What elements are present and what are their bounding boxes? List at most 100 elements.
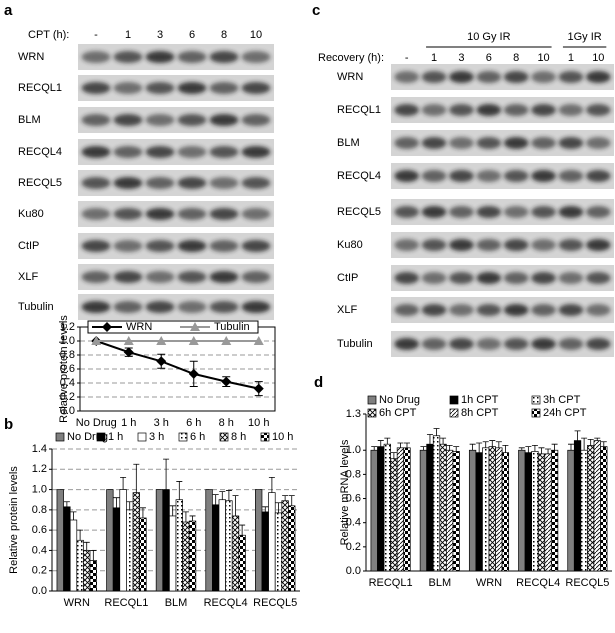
- error-bar: [469, 443, 476, 451]
- blot-band: [209, 114, 239, 126]
- lane-label: 1: [568, 52, 574, 64]
- blot-band: [531, 71, 556, 83]
- bar: [106, 489, 114, 592]
- legend-swatch: [137, 432, 147, 442]
- error-bar: [77, 529, 84, 541]
- bar: [212, 504, 220, 592]
- blot-band: [209, 146, 239, 158]
- blot-band: [177, 82, 207, 94]
- bar: [524, 452, 532, 572]
- lane-label: -: [94, 29, 98, 41]
- error-bar: [551, 443, 558, 451]
- blot-band: [558, 137, 584, 149]
- blot-band: [558, 71, 584, 83]
- blot-band: [394, 272, 420, 284]
- lane-label: 1: [431, 52, 437, 64]
- blot-band: [558, 170, 584, 182]
- x-tick-label: 10 h: [248, 417, 269, 429]
- x-tick-label: RECQL1: [104, 597, 148, 609]
- blot-band: [531, 338, 556, 350]
- blot-band: [145, 82, 175, 94]
- point: [156, 336, 167, 345]
- legend-swatch: [449, 395, 459, 405]
- y-tick-label: 0.4: [60, 377, 75, 389]
- blot-band: [81, 177, 111, 189]
- bar: [169, 515, 177, 592]
- blot-band: [113, 82, 143, 94]
- blot-band: [449, 71, 474, 83]
- legend-swatch: [260, 432, 270, 442]
- bar: [377, 446, 385, 572]
- bar: [238, 534, 246, 592]
- blot-band: [585, 206, 611, 218]
- blot-band: [558, 239, 584, 251]
- error-bar: [594, 437, 601, 441]
- blot-band: [503, 338, 529, 350]
- blot-band: [449, 272, 474, 284]
- blot-band: [209, 271, 239, 283]
- x-tick-label: RECQL5: [253, 597, 297, 609]
- point: [156, 356, 167, 367]
- error-bar: [232, 495, 239, 516]
- bar: [501, 452, 510, 572]
- legend-label: Tubulin: [214, 321, 250, 333]
- x-tick-label: BLM: [428, 577, 451, 589]
- legend-label: 10 h: [272, 431, 293, 443]
- blot-band: [449, 239, 474, 251]
- bar: [488, 446, 496, 572]
- blot-band: [394, 206, 420, 218]
- blot-band: [177, 51, 207, 63]
- x-tick-label: RECQL4: [204, 597, 248, 609]
- blot-band: [177, 240, 207, 252]
- row-label: RECQL1: [18, 82, 62, 94]
- bar: [231, 515, 240, 592]
- bar: [288, 505, 296, 592]
- y-tick-label: 1.0: [32, 483, 47, 495]
- blot-band: [394, 71, 420, 83]
- legend-label: No Drug: [379, 394, 420, 406]
- x-tick-label: RECQL4: [516, 577, 560, 589]
- blot-strip: [78, 139, 274, 165]
- blot-band: [241, 208, 271, 220]
- blot-band: [585, 304, 611, 316]
- bar: [139, 517, 147, 592]
- blot-band: [503, 272, 529, 284]
- error-bar: [568, 443, 574, 451]
- point: [123, 336, 134, 345]
- bar: [544, 453, 552, 572]
- blot-band: [421, 170, 447, 182]
- error-bar: [163, 458, 170, 490]
- blot-band: [145, 177, 175, 189]
- legend-label: 6 h: [190, 431, 205, 443]
- blot-band: [145, 146, 175, 158]
- bar: [390, 458, 398, 572]
- blot-band: [241, 146, 271, 158]
- bar: [537, 453, 546, 572]
- blot-band: [113, 114, 143, 126]
- blot-band: [421, 206, 447, 218]
- point: [91, 336, 102, 345]
- blot-band: [531, 104, 556, 116]
- blot-band: [421, 239, 447, 251]
- error-bar: [275, 502, 282, 513]
- legend-label: WRN: [126, 321, 152, 333]
- bar: [119, 489, 127, 592]
- blot-band: [421, 137, 447, 149]
- error-bar: [489, 440, 496, 447]
- blot-band: [81, 51, 111, 63]
- blot-band: [145, 51, 175, 63]
- x-tick-label: WRN: [64, 597, 90, 609]
- bar: [403, 447, 411, 572]
- blot-band: [394, 137, 420, 149]
- error-bar: [268, 477, 275, 493]
- blot-strip: [78, 264, 274, 290]
- bar: [182, 521, 190, 592]
- point: [221, 336, 232, 345]
- error-bar: [440, 437, 447, 445]
- blot-band: [503, 104, 529, 116]
- error-bar: [538, 447, 545, 454]
- bar: [261, 511, 269, 592]
- x-tick-label: No Drug: [76, 417, 117, 429]
- blot-band: [503, 71, 529, 83]
